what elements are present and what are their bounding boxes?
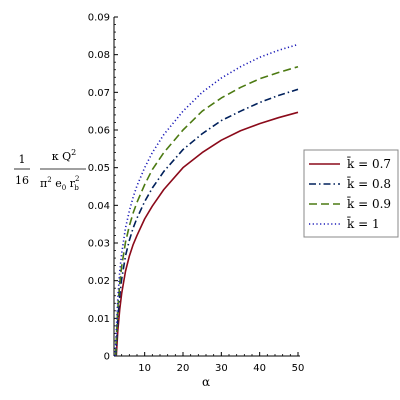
x-tick-label: 30 <box>215 363 228 374</box>
x-tick-label: 10 <box>138 363 151 374</box>
series-line-2 <box>115 88 299 357</box>
y-tick-label: 0.07 <box>88 88 110 99</box>
y-tick-label: 0.06 <box>88 126 110 137</box>
x-tick-label: 40 <box>253 363 266 374</box>
y-tick-label: 0.09 <box>88 13 110 24</box>
x-tick-label: 50 <box>292 363 305 374</box>
y-tick-label: 0 <box>104 352 110 363</box>
y-axis-label: 1 16 κ Q2 π2 e0 r2 b <box>14 148 86 192</box>
y-tick-label: 0.03 <box>88 239 110 250</box>
series-line-4 <box>114 43 299 357</box>
legend-label-1: k̄ = 0.7 <box>347 155 391 171</box>
plot-lines <box>114 43 299 357</box>
y-label-coef-den: 16 <box>15 174 29 187</box>
y-tick-label: 0.08 <box>88 50 110 61</box>
y-label-frac-den: π2 e0 r2 b <box>40 175 79 192</box>
y-tick-label: 0.01 <box>88 314 110 325</box>
series-line-3 <box>114 65 299 357</box>
legend: k̄ = 0.7 k̄ = 0.8 k̄ = 0.9 k̄ = 1 <box>303 149 399 238</box>
y-label-coef-num: 1 <box>19 153 26 166</box>
axes: 0 0.01 0.02 0.03 0.04 0.05 0.06 0.07 0.08 0.09 10 2… <box>88 13 305 375</box>
legend-label-2: k̄ = 0.8 <box>347 175 391 191</box>
legend-label-3: k̄ = 0.9 <box>347 195 391 211</box>
series-line-1 <box>115 111 299 357</box>
y-tick-label: 0.02 <box>88 276 110 287</box>
x-tick-label: 20 <box>177 363 190 374</box>
y-label-frac-num: κ Q2 <box>52 148 76 163</box>
y-tick-label: 0.05 <box>88 163 110 174</box>
legend-label-4: k̄ = 1 <box>347 215 380 231</box>
x-axis-label: α <box>202 375 210 389</box>
y-tick-label: 0.04 <box>88 201 110 212</box>
